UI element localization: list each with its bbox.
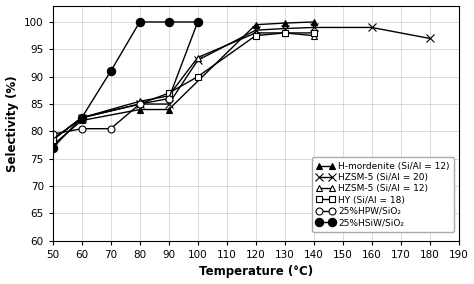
25%HSiW/SiO₂ bbox=[137, 20, 143, 24]
HY (Si/Al = 18) bbox=[253, 34, 258, 37]
HY (Si/Al = 18) bbox=[195, 75, 201, 78]
25%HSiW/SiO₂ bbox=[108, 70, 114, 73]
Y-axis label: Selectivity (%): Selectivity (%) bbox=[6, 75, 18, 172]
Line: 25%HPW/SiO₂: 25%HPW/SiO₂ bbox=[49, 18, 201, 138]
Line: 25%HSiW/SiO₂: 25%HSiW/SiO₂ bbox=[49, 18, 202, 152]
HY (Si/Al = 18) bbox=[50, 138, 55, 141]
25%HPW/SiO₂ bbox=[166, 97, 172, 100]
HY (Si/Al = 18) bbox=[311, 31, 317, 35]
HZSM-5 (Si/Al = 20) bbox=[253, 28, 258, 32]
H-mordenite (Si/Al = 12) bbox=[311, 20, 317, 24]
H-mordenite (Si/Al = 12) bbox=[253, 23, 258, 26]
25%HPW/SiO₂ bbox=[195, 20, 201, 24]
HY (Si/Al = 18) bbox=[137, 102, 143, 106]
Line: H-mordenite (Si/Al = 12): H-mordenite (Si/Al = 12) bbox=[49, 18, 317, 149]
Line: HZSM-5 (Si/Al = 12): HZSM-5 (Si/Al = 12) bbox=[49, 30, 317, 143]
HZSM-5 (Si/Al = 20) bbox=[137, 102, 143, 106]
HZSM-5 (Si/Al = 12) bbox=[311, 34, 317, 37]
25%HSiW/SiO₂ bbox=[195, 20, 201, 24]
HZSM-5 (Si/Al = 12) bbox=[166, 94, 172, 97]
25%HPW/SiO₂ bbox=[137, 102, 143, 106]
HZSM-5 (Si/Al = 12) bbox=[195, 56, 201, 59]
HZSM-5 (Si/Al = 12) bbox=[137, 100, 143, 103]
H-mordenite (Si/Al = 12) bbox=[282, 21, 288, 25]
HZSM-5 (Si/Al = 12) bbox=[253, 31, 258, 35]
Legend: H-mordenite (Si/Al = 12), HZSM-5 (Si/Al = 20), HZSM-5 (Si/Al = 12), HY (Si/Al = : H-mordenite (Si/Al = 12), HZSM-5 (Si/Al … bbox=[312, 157, 454, 232]
25%HPW/SiO₂ bbox=[79, 127, 84, 130]
H-mordenite (Si/Al = 12) bbox=[166, 108, 172, 111]
Line: HZSM-5 (Si/Al = 20): HZSM-5 (Si/Al = 20) bbox=[49, 23, 434, 144]
HZSM-5 (Si/Al = 20) bbox=[50, 138, 55, 141]
25%HSiW/SiO₂ bbox=[166, 20, 172, 24]
HZSM-5 (Si/Al = 20) bbox=[369, 26, 374, 29]
25%HPW/SiO₂ bbox=[50, 132, 55, 136]
HZSM-5 (Si/Al = 20) bbox=[166, 102, 172, 106]
HY (Si/Al = 18) bbox=[282, 31, 288, 35]
H-mordenite (Si/Al = 12) bbox=[137, 108, 143, 111]
X-axis label: Temperature (°C): Temperature (°C) bbox=[199, 266, 313, 278]
HY (Si/Al = 18) bbox=[79, 116, 84, 120]
H-mordenite (Si/Al = 12) bbox=[50, 143, 55, 147]
HZSM-5 (Si/Al = 20) bbox=[311, 26, 317, 29]
HZSM-5 (Si/Al = 12) bbox=[282, 31, 288, 35]
HY (Si/Al = 18) bbox=[166, 91, 172, 95]
HZSM-5 (Si/Al = 12) bbox=[79, 116, 84, 120]
Line: HY (Si/Al = 18): HY (Si/Al = 18) bbox=[49, 30, 317, 143]
25%HSiW/SiO₂ bbox=[50, 146, 55, 150]
HZSM-5 (Si/Al = 20) bbox=[282, 27, 288, 30]
25%HSiW/SiO₂ bbox=[79, 116, 84, 120]
HZSM-5 (Si/Al = 12) bbox=[50, 138, 55, 141]
H-mordenite (Si/Al = 12) bbox=[79, 119, 84, 122]
HZSM-5 (Si/Al = 20) bbox=[195, 59, 201, 62]
HZSM-5 (Si/Al = 20) bbox=[79, 116, 84, 120]
25%HPW/SiO₂ bbox=[108, 127, 114, 130]
HZSM-5 (Si/Al = 20) bbox=[427, 37, 432, 40]
